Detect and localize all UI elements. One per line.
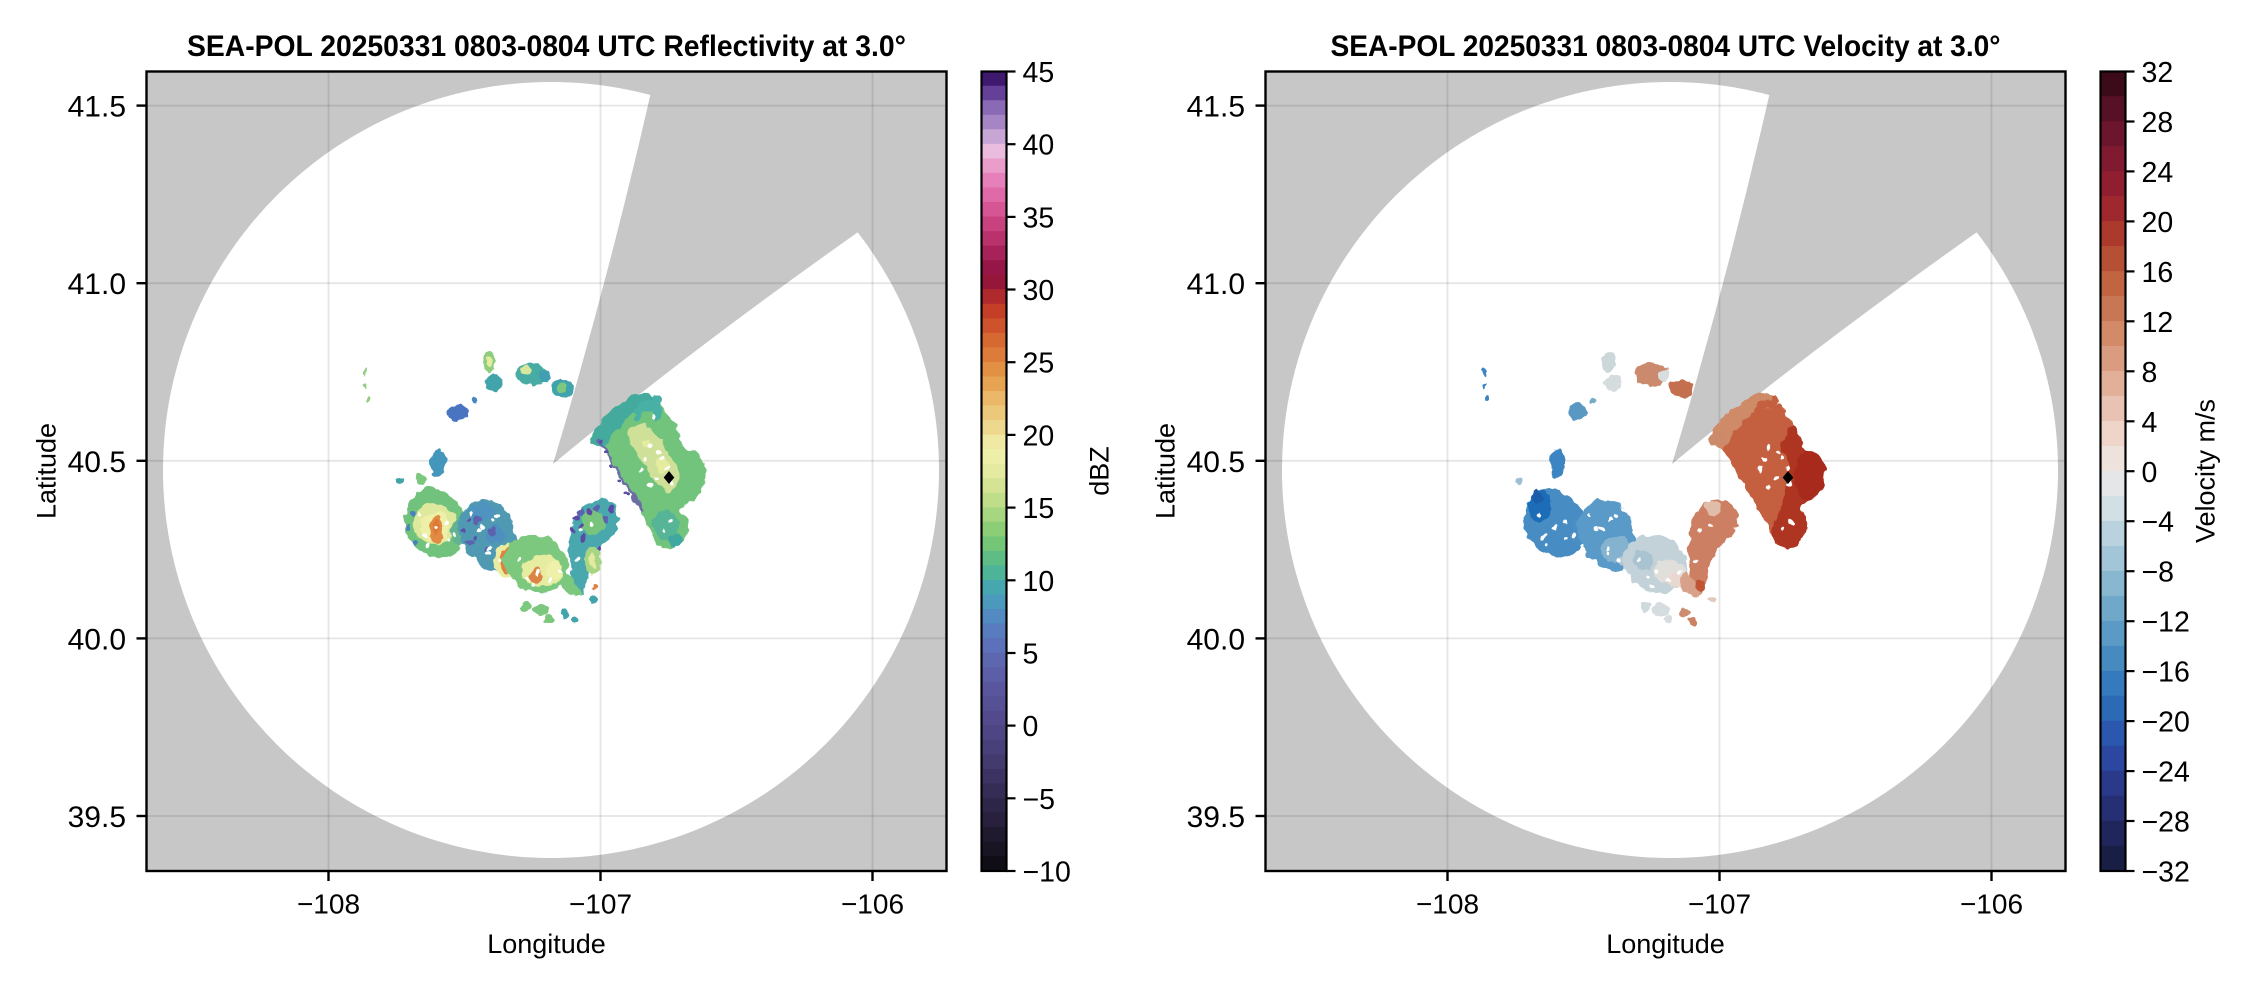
svg-text:−107: −107 xyxy=(569,889,632,920)
svg-text:−106: −106 xyxy=(841,889,904,920)
svg-text:0: 0 xyxy=(2142,457,2158,489)
svg-text:24: 24 xyxy=(2142,157,2174,189)
svg-text:Latitude: Latitude xyxy=(1151,423,1181,519)
svg-text:39.5: 39.5 xyxy=(1187,801,1245,834)
svg-text:10: 10 xyxy=(1023,566,1055,598)
svg-text:5: 5 xyxy=(1023,639,1039,671)
svg-text:Longitude: Longitude xyxy=(1606,929,1725,959)
svg-text:−32: −32 xyxy=(2142,857,2190,889)
svg-text:16: 16 xyxy=(2142,257,2174,289)
svg-text:40.5: 40.5 xyxy=(68,446,126,479)
svg-text:−108: −108 xyxy=(1416,889,1479,920)
svg-text:−24: −24 xyxy=(2142,757,2190,789)
svg-text:32: 32 xyxy=(2142,57,2174,89)
svg-text:41.0: 41.0 xyxy=(68,268,126,301)
svg-text:20: 20 xyxy=(1023,420,1055,452)
svg-text:40.5: 40.5 xyxy=(1187,446,1245,479)
svg-text:−10: −10 xyxy=(1023,857,1071,889)
svg-text:41.5: 41.5 xyxy=(1187,91,1245,124)
svg-text:41.0: 41.0 xyxy=(1187,268,1245,301)
svg-text:40.0: 40.0 xyxy=(68,623,126,656)
svg-text:−5: −5 xyxy=(1023,784,1056,816)
svg-text:41.5: 41.5 xyxy=(68,91,126,124)
svg-text:−28: −28 xyxy=(2142,807,2190,839)
svg-text:15: 15 xyxy=(1023,493,1055,525)
svg-text:−106: −106 xyxy=(1960,889,2023,920)
svg-text:12: 12 xyxy=(2142,307,2174,339)
svg-text:Latitude: Latitude xyxy=(32,423,62,519)
svg-text:8: 8 xyxy=(2142,357,2158,389)
svg-text:35: 35 xyxy=(1023,202,1055,234)
svg-text:−4: −4 xyxy=(2142,507,2175,539)
svg-text:30: 30 xyxy=(1023,275,1055,307)
svg-text:−16: −16 xyxy=(2142,657,2190,689)
svg-text:40.0: 40.0 xyxy=(1187,623,1245,656)
svg-text:45: 45 xyxy=(1023,57,1055,89)
svg-text:SEA-POL 20250331 0803-0804 UTC: SEA-POL 20250331 0803-0804 UTC Reflectiv… xyxy=(187,30,906,63)
svg-text:−107: −107 xyxy=(1688,889,1751,920)
svg-text:−20: −20 xyxy=(2142,707,2190,739)
svg-text:39.5: 39.5 xyxy=(68,801,126,834)
svg-text:20: 20 xyxy=(2142,207,2174,239)
svg-text:Velocity m/s: Velocity m/s xyxy=(2191,399,2221,543)
svg-text:40: 40 xyxy=(1023,130,1055,162)
svg-text:0: 0 xyxy=(1023,711,1039,743)
svg-text:−8: −8 xyxy=(2142,557,2175,589)
svg-text:−108: −108 xyxy=(297,889,360,920)
svg-text:−12: −12 xyxy=(2142,607,2190,639)
svg-text:25: 25 xyxy=(1023,348,1055,380)
svg-text:dBZ: dBZ xyxy=(1085,446,1115,496)
svg-text:SEA-POL 20250331 0803-0804 UTC: SEA-POL 20250331 0803-0804 UTC Velocity … xyxy=(1331,30,2001,63)
svg-text:Longitude: Longitude xyxy=(487,929,606,959)
svg-text:28: 28 xyxy=(2142,107,2174,139)
svg-text:4: 4 xyxy=(2142,407,2158,439)
